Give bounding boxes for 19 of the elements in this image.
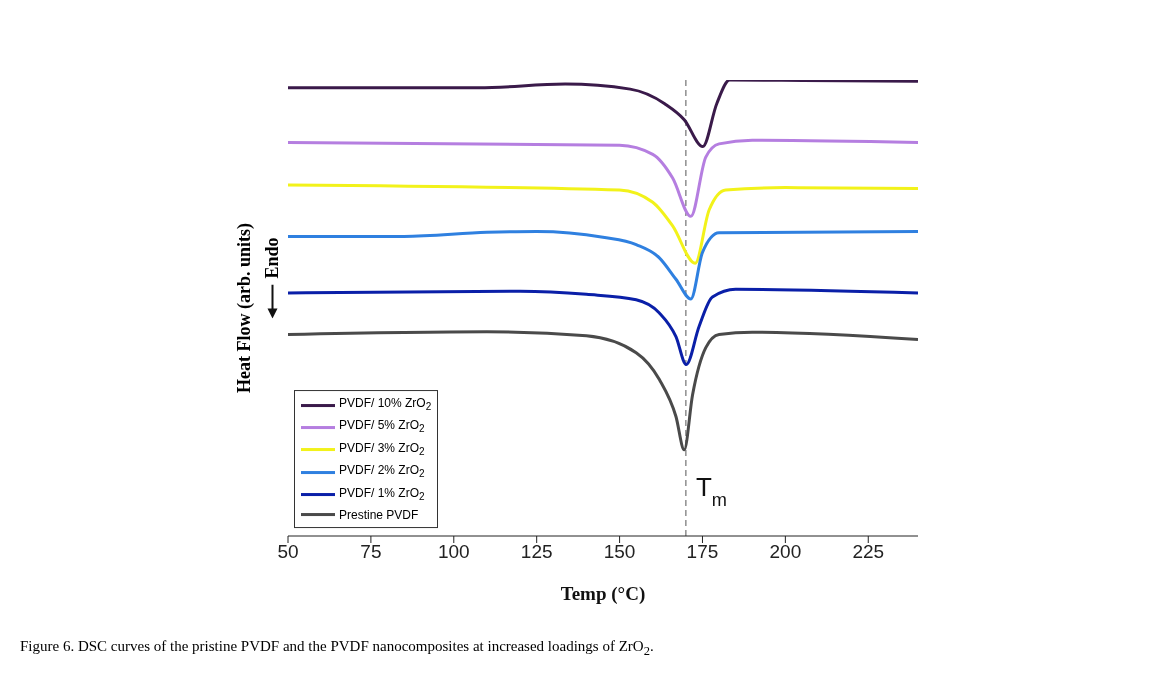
x-tick-label: 50 — [277, 541, 299, 563]
legend-label: PVDF/ 3% ZrO$_{2}$ — [339, 439, 425, 460]
x-tick-label: 225 — [852, 541, 885, 563]
x-tick-label: 150 — [603, 541, 636, 563]
caption: Figure 6. DSC curves of the pristine PVDF and the PVDF nanocomposites at increased loadings of ZrO$_{2}$. — [20, 638, 654, 659]
x-tick-label: 175 — [686, 541, 719, 563]
legend-label: PVDF/ 2% ZrO$_{2}$ — [339, 462, 425, 482]
text: Endo — [261, 237, 283, 279]
x-tick-label: 125 — [520, 541, 553, 563]
x-axis-title: Temp (°C) — [560, 583, 646, 605]
x-tick-label: 100 — [437, 541, 470, 563]
legend-label: PVDF/ 5% ZrO$_{2}$ — [339, 417, 425, 437]
legend-label: Prestine PVDF — [339, 507, 419, 524]
legend-label: PVDF/ 10% ZrO$_{2}$ — [339, 395, 432, 415]
x-tick-label: 75 — [360, 541, 382, 563]
y-axis-title: Heat Flow (arb. units) — [233, 223, 255, 393]
ref-line-label: T$_{m}$ — [695, 472, 727, 510]
x-tick-label: 200 — [769, 541, 802, 563]
legend-label: PVDF/ 1% ZrO$_{2}$ — [339, 484, 425, 504]
